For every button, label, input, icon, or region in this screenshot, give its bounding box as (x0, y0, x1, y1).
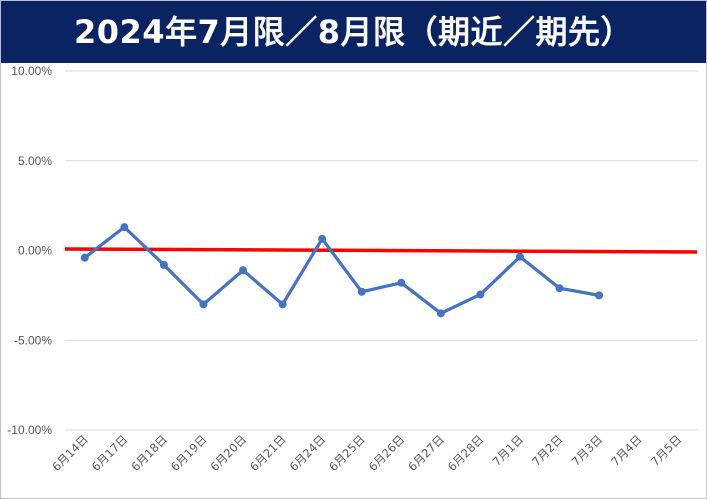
data-point (199, 300, 208, 309)
x-axis-ticks: 6月14日6月17日6月18日6月19日6月20日6月21日6月24日6月25日… (49, 432, 684, 474)
data-point (278, 300, 287, 309)
x-tick-label: 6月27日 (405, 432, 447, 474)
data-point (397, 278, 406, 287)
x-tick-label: 6月14日 (49, 432, 91, 474)
x-tick-label: 7月4日 (608, 432, 645, 469)
chart-title: 2024年7月限／8月限（期近／期先） (73, 13, 634, 51)
x-tick-label: 6月24日 (287, 432, 329, 474)
x-tick-label: 6月18日 (128, 432, 170, 474)
y-tick-label: 0.00% (18, 244, 52, 258)
x-tick-label: 6月17日 (89, 432, 131, 474)
x-tick-label: 7月5日 (648, 432, 685, 469)
y-axis-ticks: 10.00% 5.00% 0.00% -5.00% -10.00% (7, 64, 52, 437)
y-tick-label: -10.00% (7, 423, 52, 437)
x-tick-label: 6月21日 (247, 432, 289, 474)
x-tick-label: 7月2日 (529, 432, 566, 469)
data-point (357, 287, 366, 296)
data-point (476, 290, 485, 299)
series-layer (80, 223, 604, 318)
series-line (83, 225, 601, 315)
data-point (120, 223, 129, 232)
title-bar: 2024年7月限／8月限（期近／期先） (1, 1, 706, 63)
data-point (239, 266, 248, 275)
x-tick-label: 7月3日 (569, 432, 606, 469)
data-point (80, 253, 89, 262)
x-tick-label: 6月20日 (207, 432, 249, 474)
x-tick-label: 6月28日 (445, 432, 487, 474)
x-tick-label: 7月1日 (490, 432, 527, 469)
x-tick-label: 6月26日 (366, 432, 408, 474)
y-tick-label: -5.00% (14, 333, 52, 347)
data-point (515, 252, 524, 261)
y-tick-label: 5.00% (18, 154, 52, 168)
x-tick-label: 6月25日 (326, 432, 368, 474)
reference-line-layer (64, 247, 698, 254)
y-tick-label: 10.00% (11, 64, 52, 78)
reference-line (64, 247, 698, 254)
data-point (159, 260, 168, 269)
data-point (595, 291, 604, 300)
data-point (555, 284, 564, 293)
data-point (318, 234, 327, 243)
data-point (436, 309, 445, 318)
x-tick-label: 6月19日 (168, 432, 210, 474)
